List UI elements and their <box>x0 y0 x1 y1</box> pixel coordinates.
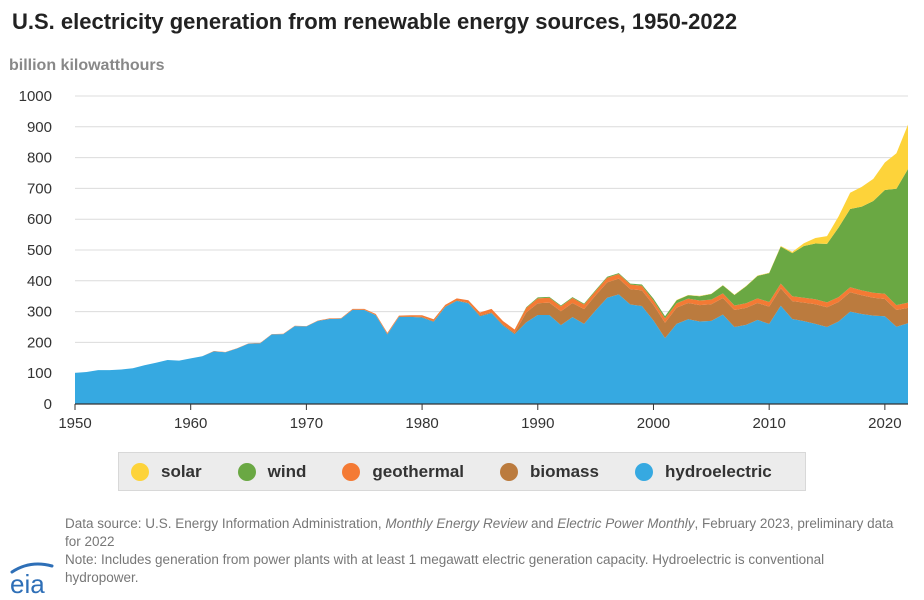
source-title-mer: Monthly Energy Review <box>385 516 528 531</box>
source-and: and <box>527 516 558 531</box>
y-tick-label-100: 100 <box>27 365 52 382</box>
legend-swatch-geothermal <box>342 462 361 481</box>
legend-item-wind: wind <box>237 461 307 482</box>
legend-swatch-biomass <box>500 462 518 481</box>
y-tick-label-900: 900 <box>27 119 52 136</box>
legend-swatch-solar <box>131 462 149 481</box>
x-tick-label-1950: 1950 <box>58 415 91 432</box>
legend-label-solar: solar <box>161 461 202 481</box>
x-tick-label-2000: 2000 <box>637 415 670 432</box>
y-tick-label-400: 400 <box>27 273 52 290</box>
chart-title: U.S. electricity generation from renewab… <box>12 9 738 34</box>
legend-item-solar: solar <box>131 462 202 482</box>
logo-text: eia <box>10 569 45 598</box>
legend-item-biomass: biomass <box>500 462 599 482</box>
source-suffix: , February 2023, preliminary data for 20… <box>65 516 894 549</box>
y-tick-label-700: 700 <box>27 180 52 197</box>
axes: 0 100 200 300 400 500 600 700 800 900 1000 1950 1960… <box>19 88 908 432</box>
legend-label-wind: wind <box>267 461 307 481</box>
x-tick-label-1980: 1980 <box>405 415 438 432</box>
legend: solar wind geothermal biomass hydroelect… <box>118 452 806 491</box>
y-tick-label-800: 800 <box>27 150 52 167</box>
x-tick-label-1960: 1960 <box>174 415 207 432</box>
legend-item-hydroelectric: hydroelectric <box>634 461 772 482</box>
y-tick-label-0: 0 <box>44 396 52 413</box>
eia-logo: eia <box>10 562 54 598</box>
legend-swatch-hydroelectric <box>634 462 653 481</box>
logo-arc-icon <box>10 562 54 574</box>
data-source-text: Data source: U.S. Energy Information Adm… <box>65 515 895 551</box>
area-hydroelectric <box>75 294 908 404</box>
y-tick-label-200: 200 <box>27 334 52 351</box>
legend-label-biomass: biomass <box>530 461 599 481</box>
y-tick-label-500: 500 <box>27 242 52 259</box>
x-tick-label-2010: 2010 <box>752 415 785 432</box>
note-text: Note: Includes generation from power pla… <box>65 552 825 585</box>
source-note: Data source: U.S. Energy Information Adm… <box>65 515 895 587</box>
source-prefix: Data source: U.S. Energy Information Adm… <box>65 516 386 531</box>
chart-plot: 0 100 200 300 400 500 600 700 800 900 1000 1950 1960… <box>19 88 908 432</box>
legend-label-geothermal: geothermal <box>372 461 464 481</box>
source-title-epm: Electric Power Monthly <box>557 516 695 531</box>
legend-item-geothermal: geothermal <box>342 462 464 482</box>
legend-label-hydroelectric: hydroelectric <box>664 461 772 481</box>
y-tick-label-300: 300 <box>27 304 52 321</box>
legend-swatch-wind <box>237 462 256 481</box>
y-axis-units-label: billion kilowatthours <box>9 57 165 74</box>
y-tick-label-600: 600 <box>27 211 52 228</box>
x-tick-label-1990: 1990 <box>521 415 554 432</box>
x-tick-label-1970: 1970 <box>290 415 323 432</box>
stacked-areas <box>75 124 908 404</box>
x-tick-label-2020: 2020 <box>868 415 901 432</box>
y-tick-label-1000: 1000 <box>19 88 52 105</box>
